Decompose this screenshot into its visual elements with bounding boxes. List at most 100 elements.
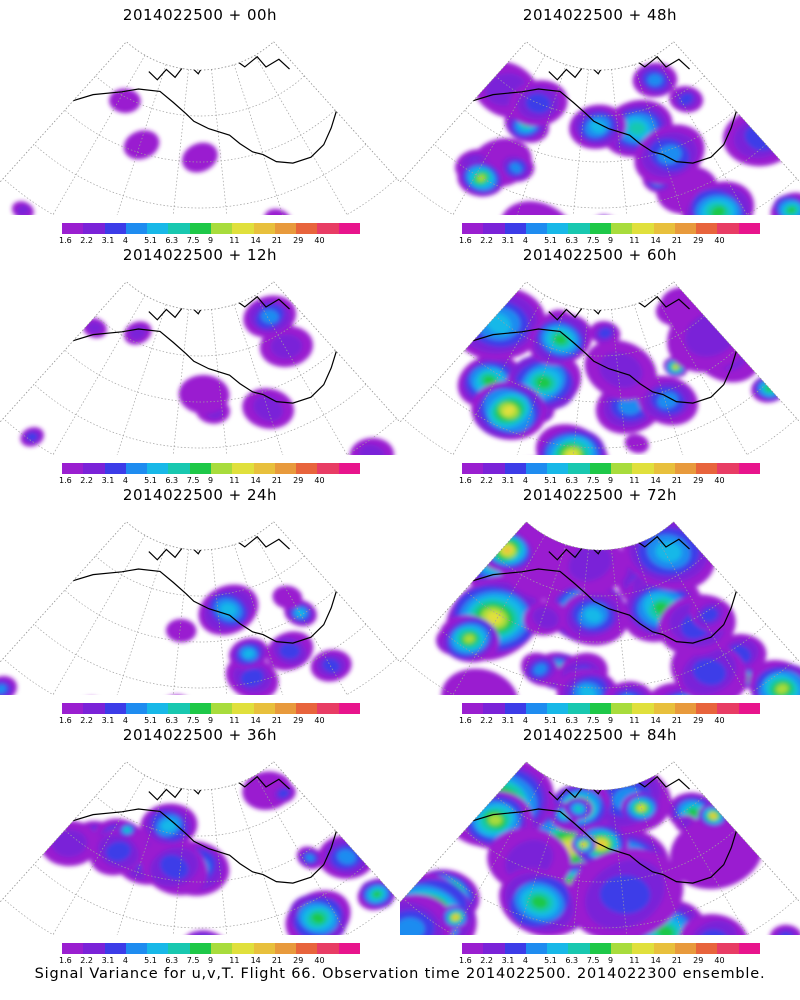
colorbar-segment bbox=[62, 943, 84, 954]
panel-title: 2014022500 + 36h bbox=[122, 726, 278, 744]
panel-title: 2014022500 + 00h bbox=[122, 6, 278, 24]
colorbar-segment bbox=[589, 223, 611, 234]
colorbar-segment bbox=[504, 463, 526, 474]
colorbar-segment bbox=[632, 463, 654, 474]
colorbar-tick-label: 21 bbox=[271, 236, 283, 245]
colorbar-tick-label: 4 bbox=[522, 236, 528, 245]
colorbar-segment bbox=[525, 943, 548, 954]
colorbar-tick-label: 5.1 bbox=[144, 956, 157, 965]
colorbar-tick-label: 40 bbox=[314, 956, 325, 965]
colorbar-tick-label: 2.2 bbox=[480, 236, 494, 245]
colorbar-segment bbox=[125, 943, 148, 954]
colorbar-segment bbox=[83, 943, 105, 954]
graticule bbox=[403, 535, 797, 695]
variance-shading bbox=[39, 771, 397, 935]
colorbar-tick-label: 9 bbox=[208, 236, 214, 245]
colorbar-segment bbox=[738, 463, 760, 474]
colorbar-tick-label: 6.3 bbox=[165, 716, 179, 725]
colorbar-tick-label: 29 bbox=[293, 956, 304, 965]
colorbar-segment bbox=[189, 703, 211, 714]
colorbar-segment bbox=[653, 703, 675, 714]
colorbar-tick-label: 14 bbox=[250, 236, 261, 245]
colorbar-segment bbox=[338, 223, 360, 234]
variance-shading bbox=[451, 287, 787, 455]
polar-map bbox=[0, 521, 400, 695]
colorbar-segment bbox=[738, 223, 760, 234]
colorbar-tick-label: 6.3 bbox=[165, 476, 179, 485]
polar-map bbox=[400, 521, 800, 695]
colorbar-segment bbox=[189, 463, 211, 474]
colorbar-segment bbox=[674, 223, 697, 234]
colorbar-tick-label: 40 bbox=[314, 236, 325, 245]
colorbar-tick-label: 2.2 bbox=[80, 716, 94, 725]
graticule bbox=[3, 295, 397, 455]
colorbar-segment bbox=[274, 463, 297, 474]
colorbar-segment bbox=[168, 703, 190, 714]
colorbar-tick-label: 14 bbox=[250, 956, 261, 965]
polar-map bbox=[400, 761, 800, 935]
colorbar-segment bbox=[232, 223, 254, 234]
colorbar-segment bbox=[462, 463, 484, 474]
colorbar bbox=[462, 703, 760, 714]
colorbar-tick-label: 11 bbox=[629, 956, 640, 965]
colorbar-tick-label: 40 bbox=[714, 716, 725, 725]
colorbar-tick-label: 5.1 bbox=[144, 476, 157, 485]
colorbar-segment bbox=[632, 223, 654, 234]
colorbar-segment bbox=[210, 463, 233, 474]
colorbar-segment bbox=[168, 223, 190, 234]
colorbar-tick-label: 11 bbox=[229, 476, 240, 485]
colorbar-segment bbox=[253, 223, 275, 234]
colorbar-tick-label: 7.5 bbox=[186, 236, 200, 245]
map-boundary bbox=[0, 41, 400, 183]
colorbar-segment bbox=[483, 223, 505, 234]
colorbar-segment bbox=[253, 943, 275, 954]
colorbar-tick-label: 40 bbox=[714, 476, 725, 485]
colorbar-tick-label: 3.1 bbox=[501, 956, 515, 965]
graticule bbox=[403, 55, 797, 215]
colorbar-segment bbox=[104, 703, 126, 714]
colorbar-segment bbox=[483, 943, 505, 954]
colorbar-segment bbox=[610, 223, 633, 234]
panel-title: 2014022500 + 84h bbox=[522, 726, 678, 744]
colorbar-tick-label: 6.3 bbox=[165, 236, 179, 245]
colorbar-segment bbox=[653, 943, 675, 954]
colorbar-tick-label: 40 bbox=[714, 236, 725, 245]
colorbar-segment bbox=[210, 223, 233, 234]
colorbar-segment bbox=[147, 223, 169, 234]
colorbar-segment bbox=[232, 463, 254, 474]
colorbar-tick-label: 3.1 bbox=[101, 956, 115, 965]
colorbar-tick-label: 3.1 bbox=[101, 476, 115, 485]
colorbar-tick-label: 6.3 bbox=[165, 956, 179, 965]
colorbar-segment bbox=[525, 463, 548, 474]
colorbar-tick-label: 21 bbox=[671, 956, 683, 965]
colorbar bbox=[62, 703, 360, 714]
colorbar-segment bbox=[610, 943, 633, 954]
map-boundary bbox=[0, 281, 400, 423]
colorbar-tick-label: 9 bbox=[608, 716, 614, 725]
colorbar-tick-label: 5.1 bbox=[544, 956, 557, 965]
colorbar-segment bbox=[104, 943, 126, 954]
colorbar-tick-label: 1.6 bbox=[59, 236, 72, 245]
colorbar-tick-label: 7.5 bbox=[586, 716, 600, 725]
map-panel: 2014022500 + 24h 1.6 2.2 3.1 4 5.1 6.3 7.5 9 11 14… bbox=[0, 480, 400, 725]
colorbar-tick-label: 14 bbox=[250, 476, 261, 485]
variance-shading bbox=[20, 295, 395, 455]
colorbar-tick-label: 9 bbox=[208, 956, 214, 965]
colorbar-segment bbox=[525, 703, 548, 714]
colorbar-tick-label: 1.6 bbox=[459, 956, 472, 965]
colorbar-tick-label: 4 bbox=[522, 476, 528, 485]
colorbar-tick-label: 5.1 bbox=[144, 716, 157, 725]
colorbar-tick-label: 11 bbox=[229, 716, 240, 725]
colorbar-tick-label: 14 bbox=[650, 956, 661, 965]
colorbar-segment bbox=[674, 703, 697, 714]
colorbar-segment bbox=[632, 703, 654, 714]
colorbar-tick-label: 14 bbox=[650, 476, 661, 485]
panel-title: 2014022500 + 72h bbox=[522, 486, 678, 504]
colorbar-tick-label: 9 bbox=[208, 476, 214, 485]
variance-shading bbox=[11, 88, 292, 215]
colorbar-tick-label: 2.2 bbox=[480, 716, 494, 725]
colorbar-tick-label: 29 bbox=[693, 236, 704, 245]
colorbar-tick-label: 2.2 bbox=[480, 956, 494, 965]
colorbar-tick-label: 9 bbox=[208, 716, 214, 725]
colorbar-tick-label: 3.1 bbox=[501, 716, 515, 725]
